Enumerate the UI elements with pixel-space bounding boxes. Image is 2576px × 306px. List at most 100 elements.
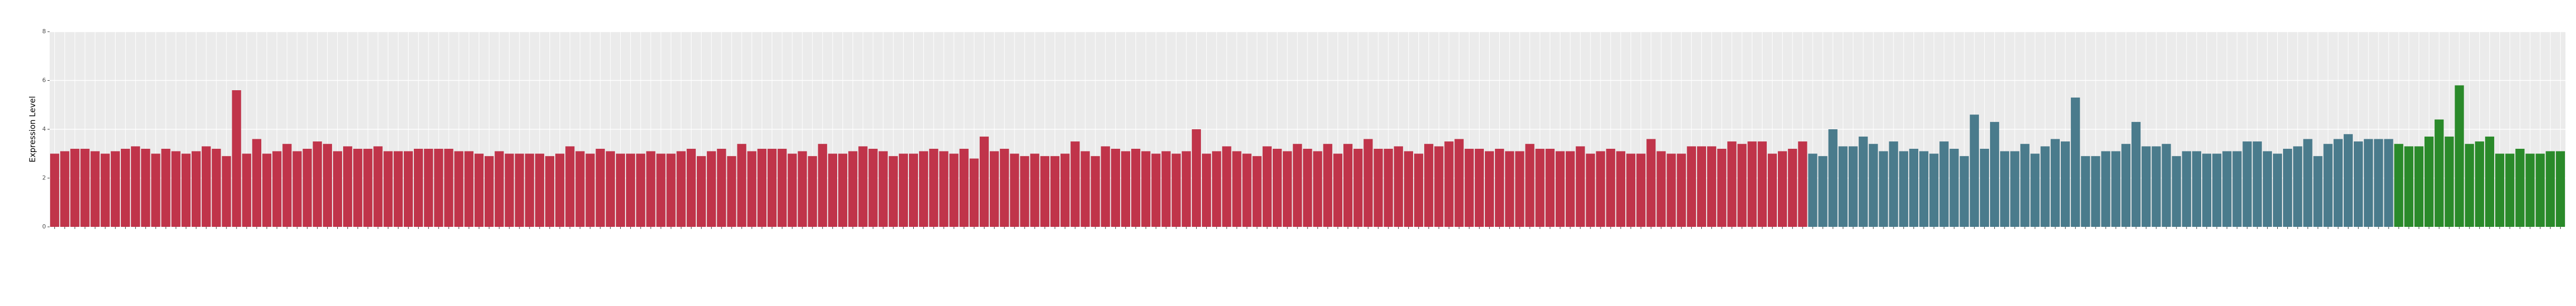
bar: [676, 151, 686, 227]
bar: [2435, 119, 2444, 227]
bar: [656, 154, 666, 227]
bar: [696, 156, 706, 227]
bar: [1859, 136, 1868, 227]
bar: [818, 144, 827, 227]
bar: [1151, 154, 1161, 227]
bar: [1293, 144, 1302, 227]
bar: [717, 149, 726, 227]
bar: [2202, 154, 2212, 227]
bar: [1131, 149, 1141, 227]
bar: [131, 146, 140, 227]
bar: [1576, 146, 1585, 227]
bar: [1879, 151, 1888, 227]
bar: [1374, 149, 1383, 227]
bar: [2252, 141, 2262, 227]
bar: [888, 156, 898, 227]
bar: [80, 149, 90, 227]
bar: [1677, 154, 1686, 227]
bar: [878, 151, 888, 227]
bar: [2485, 136, 2495, 227]
bar: [202, 146, 211, 227]
bar: [1959, 156, 1969, 227]
bar: [686, 149, 696, 227]
bar: [747, 151, 756, 227]
bar: [707, 151, 716, 227]
bar: [424, 149, 433, 227]
y-axis-label: Expression Level: [28, 96, 37, 162]
bar: [1747, 141, 1757, 227]
bar: [1666, 154, 1676, 227]
bar: [212, 149, 221, 227]
bar: [1869, 144, 1878, 227]
bar: [1848, 146, 1858, 227]
bar: [1020, 156, 1029, 227]
bar: [990, 151, 999, 227]
bar: [2475, 141, 2484, 227]
bar: [1969, 114, 1979, 227]
bar: [828, 154, 838, 227]
bar: [2313, 156, 2323, 227]
bar: [2030, 154, 2040, 227]
bar: [1111, 149, 1120, 227]
bar: [1272, 149, 1282, 227]
bar: [161, 149, 171, 227]
bar: [1040, 156, 1049, 227]
bar: [2182, 151, 2191, 227]
bar: [353, 149, 363, 227]
bar: [505, 154, 514, 227]
bar: [403, 151, 413, 227]
bar: [798, 151, 807, 227]
bar: [959, 149, 969, 227]
bar: [1010, 154, 1019, 227]
bar: [1788, 149, 1797, 227]
bar: [2343, 134, 2353, 227]
bar: [1535, 149, 1545, 227]
bar: [60, 151, 70, 227]
bar: [666, 154, 676, 227]
bar: [778, 149, 787, 227]
bar: [1939, 141, 1949, 227]
bar: [393, 151, 403, 227]
bar: [2192, 151, 2201, 227]
bar: [191, 151, 201, 227]
bar: [464, 151, 473, 227]
bar: [605, 151, 615, 227]
bar: [1101, 146, 1110, 227]
y-tick-label: 8: [42, 28, 46, 35]
bar: [1909, 149, 1919, 227]
bar: [444, 149, 453, 227]
bar: [1303, 149, 1312, 227]
bar: [525, 154, 534, 227]
bar: [2232, 151, 2242, 227]
bar: [272, 151, 282, 227]
bar: [555, 154, 565, 227]
bar: [2354, 141, 2363, 227]
bar: [636, 154, 646, 227]
bar: [545, 156, 555, 227]
bar: [1798, 141, 1807, 227]
bar: [1262, 146, 1272, 227]
bar: [110, 151, 120, 227]
bar: [788, 154, 797, 227]
bar: [979, 136, 989, 227]
bar: [2303, 139, 2313, 227]
bar: [737, 144, 746, 227]
bar: [2071, 97, 2080, 227]
bar: [1384, 149, 1393, 227]
bar: [292, 151, 302, 227]
bar: [898, 154, 908, 227]
bar: [838, 154, 848, 227]
bar: [2404, 146, 2413, 227]
bar: [495, 151, 504, 227]
bar: [1222, 146, 1232, 227]
bar: [1767, 154, 1777, 227]
bar: [1656, 151, 1666, 227]
bar: [1444, 141, 1454, 227]
bar: [373, 146, 383, 227]
bar: [434, 149, 443, 227]
bar: [1495, 149, 1504, 227]
bar: [1323, 144, 1332, 227]
bar: [575, 151, 585, 227]
